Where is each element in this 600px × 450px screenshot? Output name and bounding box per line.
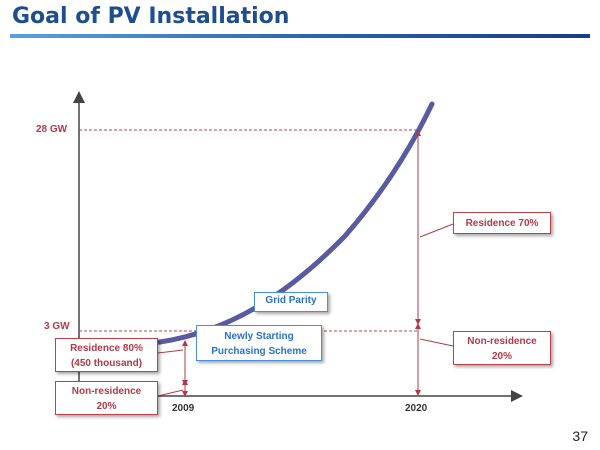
nonresidence-2020-line1: Non-residence [467,336,537,347]
x-tick-2009: 2009 [172,403,195,414]
newly-starting-box: Newly Starting Purchasing Scheme [196,325,322,361]
residence-80-line2: (450 thousand) [70,358,143,369]
nonresidence-2009-line1: Non-residence [71,386,142,397]
slide-title: Goal of PV Installation [12,4,290,29]
connector-nonresidence-2020 [419,338,454,347]
connector-residence-70 [419,223,454,238]
residence-70-label: Residence 70% [465,218,539,229]
y-tick-28gw: 28 GW [36,124,68,135]
nonresidence-2009-box: Non-residence 20% [55,381,158,415]
connector-nonresidence-2009 [157,389,184,397]
title-underline-bar [10,34,590,38]
nonresidence-2020-line2: 20% [491,351,512,362]
newly-starting-line2: Purchasing Scheme [211,346,307,357]
newly-starting-line1: Newly Starting [224,331,294,342]
residence-80-line1: Residence 80% [70,343,143,354]
grid-parity-label: Grid Parity [265,295,317,306]
connector-residence-80 [157,349,184,354]
nonresidence-2009-line2: 20% [96,401,117,412]
page-number: 37 [572,428,588,444]
y-tick-3gw: 3 GW [44,321,70,332]
grid-parity-box: Grid Parity [254,292,328,312]
residence-70-box: Residence 70% [453,212,551,234]
residence-80-box: Residence 80% (450 thousand) [55,338,158,372]
nonresidence-2020-box: Non-residence 20% [453,331,551,365]
x-tick-2020: 2020 [405,403,428,414]
